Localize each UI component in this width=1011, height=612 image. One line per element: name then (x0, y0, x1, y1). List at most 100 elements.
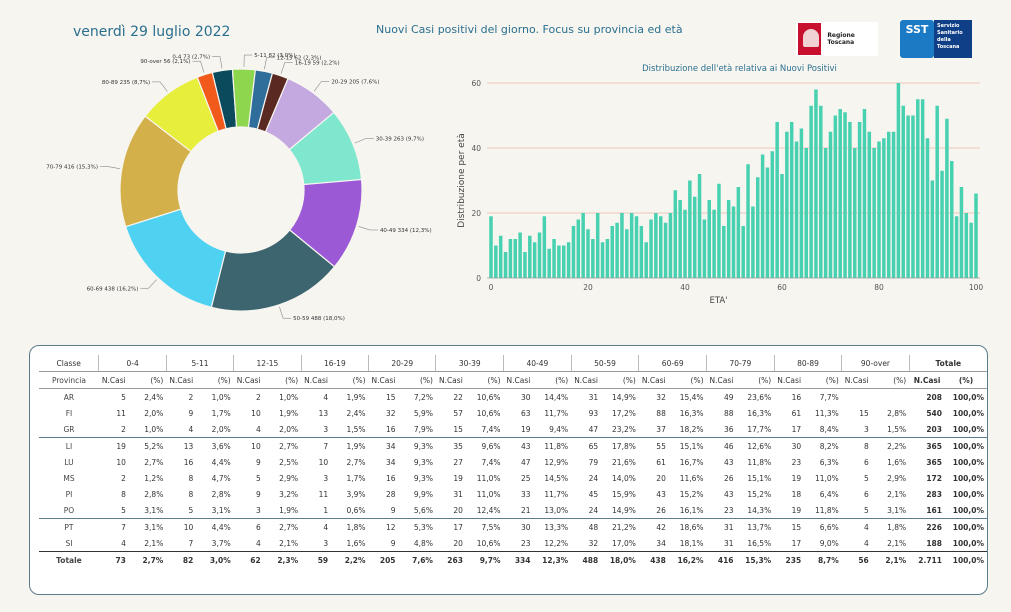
page-date: venerdì 29 luglio 2022 (73, 24, 231, 40)
column-group-header: Totale (908, 355, 987, 372)
table-cell: 12,2% (544, 538, 569, 548)
table-cell: 6 (233, 518, 264, 535)
age-bar (654, 213, 658, 278)
table-cell: 7,2% (413, 392, 433, 402)
age-bar (877, 141, 881, 278)
age-bar (935, 105, 939, 278)
column-subheader: N.Casi (571, 371, 602, 389)
table-cell: 15 (774, 518, 805, 535)
table-cell: 18 (791, 489, 802, 499)
regione-toscana-logo: Regione Toscana (796, 22, 878, 56)
table-cell: 2,1% (887, 489, 907, 499)
table-cell: 14,9% (612, 392, 636, 402)
slice-label: 5-11 82 (3,0%) (254, 53, 295, 59)
age-bar (916, 99, 920, 278)
table-total-row: Totale 73 2,7% 82 3,0% 62 2,3% 59 2,2% 205 7,6% 263… (39, 551, 987, 568)
page-subtitle: Nuovi Casi positivi del giorno. Focus su… (376, 23, 683, 36)
pegasus-flag-icon (798, 23, 822, 55)
age-bar (528, 235, 532, 278)
table-cell: 100,0% (952, 538, 984, 548)
table-cell: 23,2% (612, 424, 636, 434)
table-cell: 161 (926, 505, 942, 515)
age-bar (886, 131, 891, 278)
table-cell: 3,2% (279, 489, 299, 499)
table-cell: 6,3% (819, 457, 839, 467)
column-group-header: 40-49 (503, 355, 572, 372)
y-tick-label: 40 (471, 144, 481, 153)
table-cell: 17,0% (612, 538, 636, 548)
slice-label: 90-over 56 (2,1%) (140, 59, 190, 65)
table-cell: 1,6% (887, 457, 907, 467)
table-header-row: Classe 0-4 5-11 12-15 16-19 20-29 30-39 40-49 50… (39, 355, 987, 372)
age-bar (756, 177, 760, 278)
table-row: PT 7 3,1% 10 4,4% 6 2,7% 4 1,8% 12 5,3% 17 7,5% 30 13,… (39, 518, 987, 535)
table-cell: 47 (520, 457, 531, 467)
age-bar (770, 151, 775, 278)
table-cell: 365 (909, 437, 945, 454)
table-cell: 61 (791, 408, 802, 418)
slice-leader-line (107, 166, 120, 169)
table-cell: 63 (520, 408, 531, 418)
table-cell: 23,6% (747, 392, 772, 402)
table-row: FI 11 2,0% 9 1,7% 10 1,9% 13 2,4% 32 5,9% 57 10,6% 63… (39, 405, 987, 421)
table-cell: 17,2% (612, 408, 636, 418)
table-cell: 9,7% (465, 551, 504, 568)
age-bar (673, 190, 678, 278)
column-group-header: 80-89 (773, 355, 842, 372)
column-subheader: (%) (331, 371, 369, 389)
age-bar (688, 180, 692, 278)
table-cell: 5,6% (413, 505, 433, 515)
table-cell: 17 (435, 518, 466, 535)
table-cell: 36 (723, 424, 734, 434)
x-tick-label: 60 (777, 283, 787, 292)
age-bar (959, 187, 964, 278)
table-cell: 2 (188, 392, 194, 402)
age-bar (862, 109, 867, 278)
sst-logo: SST Servizio Sanitario della Toscana (900, 20, 972, 58)
table-cell: 15,1% (668, 437, 707, 454)
slice-leader-line (358, 226, 371, 231)
table-cell: 31 (706, 518, 737, 535)
column-subheader: N.Casi (166, 371, 197, 389)
age-bar (974, 193, 978, 278)
table-cell: 10 (166, 518, 197, 535)
x-tick-label: 40 (680, 283, 690, 292)
age-bar (722, 226, 726, 278)
age-bar (833, 115, 838, 278)
table-cell: 21 (520, 505, 531, 515)
table-cell: 4 (841, 518, 872, 535)
column-subheader: N.Casi (841, 371, 872, 389)
slice-label: 30-39 263 (9,7%) (376, 137, 424, 143)
table-cell: 31 (453, 489, 463, 499)
table-cell: 10,6% (476, 408, 501, 418)
table-cell: 28 (385, 489, 396, 499)
slice-label: 0-4 73 (2,7%) (172, 55, 210, 61)
table-cell: 12,4% (476, 505, 501, 515)
age-bar (809, 105, 813, 278)
table-cell: 23 (791, 457, 802, 467)
province-cell: LI (39, 437, 99, 454)
table-cell: 100,0% (952, 473, 984, 483)
table-cell: 2,1% (144, 538, 164, 548)
table-cell: 16,3% (679, 408, 704, 418)
table-cell: 2 (255, 392, 261, 402)
table-cell: 16 (385, 473, 396, 483)
table-cell: 23 (520, 538, 531, 548)
table-row: PI 8 2,8% 8 2,8% 9 3,2% 11 3,9% 28 9,9% 31 11,0% 33 11… (39, 486, 987, 502)
column-group-header: Classe (39, 355, 99, 372)
table-cell: 15,9% (612, 489, 636, 499)
table-cell: 205 (368, 551, 399, 568)
table-cell: 15,3% (736, 551, 775, 568)
age-bar (838, 109, 842, 278)
age-bar (736, 187, 741, 278)
province-cell: FI (65, 408, 73, 418)
table-cell: 88 (723, 408, 734, 418)
table-cell: 3,1% (887, 505, 907, 515)
table-cell: 7 (301, 437, 332, 454)
table-cell: 4 (323, 392, 329, 402)
table-cell: 19 (98, 437, 129, 454)
age-bar (629, 213, 634, 278)
age-bar (552, 239, 556, 278)
age-bar (717, 183, 721, 278)
table-cell: 26 (656, 505, 666, 515)
